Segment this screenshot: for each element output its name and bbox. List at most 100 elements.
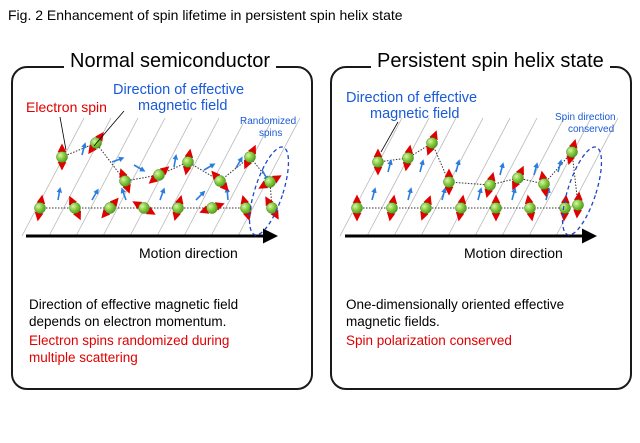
right-effective-field-arrows [371,159,563,201]
field-arrow [419,159,425,173]
electron-sphere [214,175,226,187]
right-electrons [351,130,584,222]
left-description-line1: Direction of effective magnetic field [29,297,239,312]
electron-sphere [104,202,116,214]
electron-sphere [538,178,550,190]
left-field-pointer [93,110,125,147]
electron-spin-label: Electron spin [26,99,107,115]
field-arrow [511,187,517,201]
electron-sphere [240,202,252,214]
left-conclusion-line2: multiple scattering [29,350,138,365]
lattice-line [102,117,166,237]
electron-sphere [455,202,467,214]
electron-sphere [172,202,184,214]
electron-sphere [206,202,218,214]
field-arrow [407,187,413,201]
field-arrow [371,187,377,201]
electron-sphere [34,202,46,214]
field-arrow [111,156,125,163]
field-arrow [235,156,243,169]
electron-sphere [572,199,584,211]
lattice-line [447,117,511,237]
electron-sphere [524,202,536,214]
left-lattice-lines [21,117,301,237]
electron-sphere [69,202,81,214]
lattice-line [393,117,457,237]
lattice-line [474,117,538,237]
field-arrow [56,186,63,201]
right-field-pointer [380,121,399,153]
electron-sphere [426,137,438,149]
electron-sphere [443,176,455,188]
electron-sphere [138,202,150,214]
electron-sphere [386,202,398,214]
right-description-line1: One-dimensionally oriented effective [346,297,565,312]
lattice-line [183,117,247,237]
right-conclusion-line1: Spin polarization conserved [346,333,512,348]
field-arrow [133,164,146,172]
right-lattice-lines [339,117,619,237]
field-arrow [477,187,483,201]
field-arrow [533,162,539,176]
field-arrow [499,162,505,176]
figure-title: Fig. 2 Enhancement of spin lifetime in p… [8,7,403,23]
field-arrow [172,153,179,168]
electron-sphere [512,172,524,184]
right-field-label-line2: magnetic field [370,106,459,122]
electron-sphere [119,175,131,187]
right-panel-title: Persistent spin helix state [371,50,610,73]
electron-sphere [153,169,165,181]
field-arrow [91,188,99,201]
randomized-spins-highlight [248,146,290,236]
left-field-label-line1: Direction of effective [113,82,244,98]
right-description-line2: magnetic fields. [346,314,440,329]
left-field-label-line2: magnetic field [138,98,227,114]
lattice-line [501,117,565,237]
lattice-line [555,117,619,237]
conserved-label-line1: Spin direction [555,112,616,123]
lattice-line [75,117,139,237]
left-conclusion-line1: Electron spins randomized during [29,333,230,348]
field-arrow [195,190,206,201]
electron-sphere [264,176,276,188]
right-field-label-line1: Direction of effective [346,90,477,106]
electron-sphere [420,202,432,214]
left-electrons [34,131,282,222]
lattice-line [156,117,220,237]
field-arrow [81,142,87,156]
left-motion-label: Motion direction [139,245,238,261]
lattice-line [210,117,274,237]
field-arrow [203,163,216,171]
field-arrow [159,187,166,201]
electron-sphere [484,179,496,191]
lattice-line [420,117,484,237]
right-motion-label: Motion direction [464,245,563,261]
left-panel-title: Normal semiconductor [64,50,277,73]
electron-sphere [182,156,194,168]
randomized-label-line1: Randomized [240,116,296,127]
field-arrow [387,159,393,173]
electron-sphere [244,151,256,163]
conserved-spins-highlight [561,146,603,236]
electron-sphere [402,152,414,164]
electron-sphere [566,146,578,158]
field-arrow [557,159,563,173]
electron-sphere [266,202,278,214]
lattice-line [21,117,85,237]
lattice-line [366,117,430,237]
persistent-spin-helix-panel [330,66,632,390]
normal-semiconductor-panel [11,66,313,390]
randomized-label-line2: spins [259,128,282,139]
electron-sphere [56,151,68,163]
electron-spin-pointer [59,116,67,151]
electron-sphere [490,202,502,214]
field-arrow [455,159,461,173]
lattice-line [528,117,592,237]
lattice-line [339,117,403,237]
electron-sphere [351,202,363,214]
field-arrow [441,187,447,201]
field-arrow [224,186,231,201]
electron-sphere [559,202,571,214]
left-description-line2: depends on electron momentum. [29,314,227,329]
